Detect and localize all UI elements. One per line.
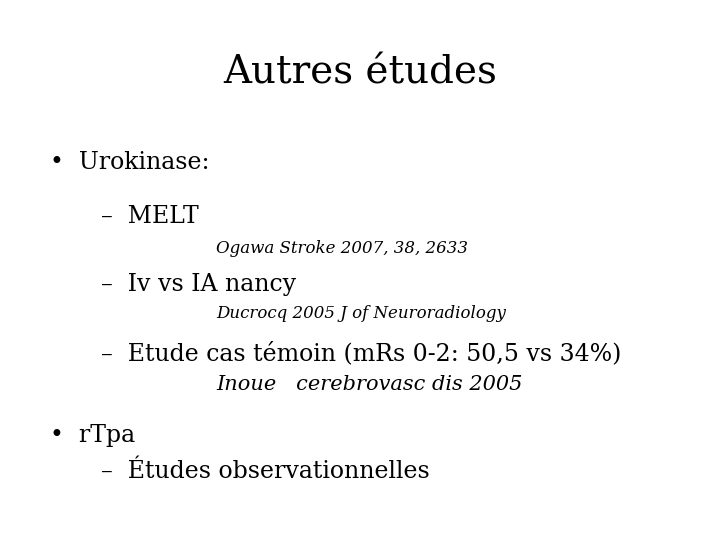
Text: Ducrocq 2005 J of Neuroradiology: Ducrocq 2005 J of Neuroradiology — [216, 305, 506, 322]
Text: •  rTpa: • rTpa — [50, 424, 135, 447]
Text: –  Études observationnelles: – Études observationnelles — [101, 460, 430, 483]
Text: –  Iv vs IA nancy: – Iv vs IA nancy — [101, 273, 296, 296]
Text: Inoue   cerebrovasc dis 2005: Inoue cerebrovasc dis 2005 — [216, 375, 523, 394]
Text: –  Etude cas témoin (mRs 0-2: 50,5 vs 34%): – Etude cas témoin (mRs 0-2: 50,5 vs 34%… — [101, 341, 621, 365]
Text: –  MELT: – MELT — [101, 205, 199, 228]
Text: Autres études: Autres études — [223, 54, 497, 91]
Text: Ogawa Stroke 2007, 38, 2633: Ogawa Stroke 2007, 38, 2633 — [216, 240, 468, 257]
Text: •  Urokinase:: • Urokinase: — [50, 151, 210, 174]
